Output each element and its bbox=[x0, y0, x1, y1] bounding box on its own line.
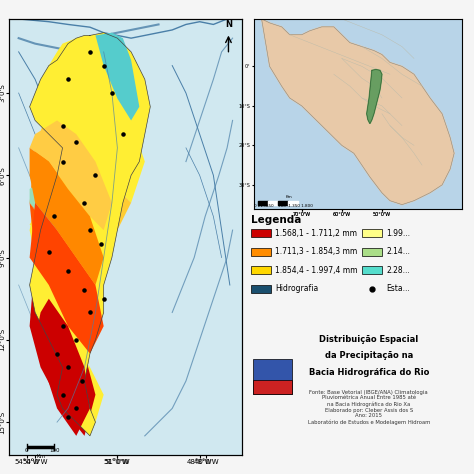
Polygon shape bbox=[95, 33, 139, 120]
Text: Esta...: Esta... bbox=[386, 284, 410, 293]
Text: Hidrografia: Hidrografia bbox=[275, 284, 318, 293]
Point bbox=[91, 172, 99, 179]
Text: 0 225650: 0 225650 bbox=[254, 204, 273, 208]
Text: Legenda: Legenda bbox=[251, 215, 301, 225]
Text: Km: Km bbox=[36, 454, 45, 459]
Text: Bacia Hidrográfica do Rio: Bacia Hidrográfica do Rio bbox=[309, 367, 429, 376]
Point bbox=[100, 295, 108, 302]
Point bbox=[51, 213, 58, 220]
Text: Fonte: Base Vetorial (IBGE/ANA) Climatologia
Pluviométrica Anual Entre 1985 até
: Fonte: Base Vetorial (IBGE/ANA) Climatol… bbox=[308, 390, 430, 425]
Point bbox=[73, 336, 80, 344]
Polygon shape bbox=[29, 36, 145, 436]
Polygon shape bbox=[29, 33, 150, 436]
Point bbox=[73, 405, 80, 412]
Point bbox=[59, 158, 66, 165]
Text: 2.14...: 2.14... bbox=[386, 247, 410, 256]
Point bbox=[64, 413, 72, 420]
Point bbox=[97, 240, 105, 247]
Point bbox=[119, 130, 127, 138]
Text: 1.568,1 - 1.711,2 mm: 1.568,1 - 1.711,2 mm bbox=[275, 229, 357, 237]
Point bbox=[64, 364, 72, 371]
Text: 2.28...: 2.28... bbox=[386, 266, 410, 274]
Bar bbox=[362, 229, 382, 237]
Point bbox=[78, 377, 85, 385]
Point bbox=[86, 48, 94, 55]
Polygon shape bbox=[29, 175, 63, 230]
Polygon shape bbox=[41, 46, 145, 134]
Bar bbox=[251, 248, 271, 255]
Polygon shape bbox=[35, 71, 145, 203]
Point bbox=[59, 391, 66, 399]
Bar bbox=[253, 359, 292, 393]
Polygon shape bbox=[367, 70, 382, 124]
Point bbox=[86, 309, 94, 316]
Text: 0: 0 bbox=[25, 448, 28, 453]
Bar bbox=[362, 248, 382, 255]
Polygon shape bbox=[35, 299, 90, 436]
Text: Distribuição Espacial: Distribuição Espacial bbox=[319, 335, 419, 344]
Text: 1.854,4 - 1.997,4 mm: 1.854,4 - 1.997,4 mm bbox=[275, 266, 357, 274]
Point bbox=[81, 199, 88, 207]
Point bbox=[86, 227, 94, 234]
Bar bbox=[251, 266, 271, 274]
Polygon shape bbox=[35, 107, 131, 230]
Text: 900  1.350 1.800: 900 1.350 1.800 bbox=[278, 204, 312, 208]
Point bbox=[81, 287, 88, 294]
Point bbox=[45, 248, 53, 256]
Text: Km: Km bbox=[286, 194, 292, 199]
Point bbox=[64, 75, 72, 83]
Text: 100: 100 bbox=[49, 448, 60, 453]
Polygon shape bbox=[95, 36, 134, 88]
Text: 1.99...: 1.99... bbox=[386, 229, 410, 237]
Polygon shape bbox=[29, 257, 95, 436]
Polygon shape bbox=[63, 148, 104, 217]
Text: da Precipitação na: da Precipitação na bbox=[325, 351, 413, 360]
Point bbox=[64, 267, 72, 275]
Bar bbox=[362, 266, 382, 274]
Bar bbox=[251, 285, 271, 292]
Polygon shape bbox=[29, 203, 104, 354]
Text: 1.711,3 - 1.854,3 mm: 1.711,3 - 1.854,3 mm bbox=[275, 247, 357, 256]
Bar bbox=[253, 380, 292, 393]
Polygon shape bbox=[29, 203, 63, 244]
Text: N: N bbox=[225, 20, 232, 29]
Polygon shape bbox=[29, 148, 104, 285]
Polygon shape bbox=[29, 203, 104, 354]
Point bbox=[73, 138, 80, 146]
Point bbox=[59, 122, 66, 130]
Polygon shape bbox=[29, 148, 104, 285]
Point bbox=[100, 62, 108, 69]
Point bbox=[53, 350, 61, 357]
Polygon shape bbox=[29, 120, 112, 230]
Bar bbox=[251, 229, 271, 237]
Point bbox=[59, 322, 66, 330]
Polygon shape bbox=[262, 19, 454, 205]
Point bbox=[108, 89, 116, 97]
Polygon shape bbox=[63, 46, 134, 120]
